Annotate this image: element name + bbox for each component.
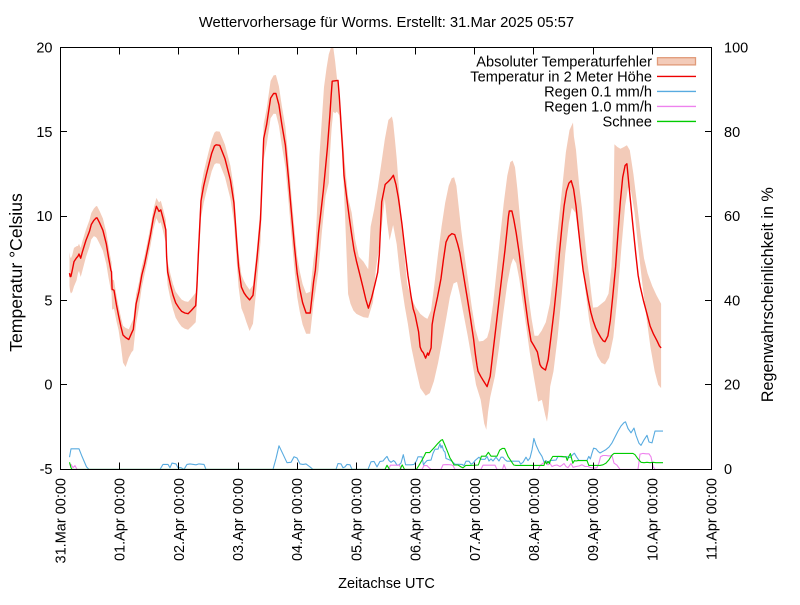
- svg-text:31.Mar 00:00: 31.Mar 00:00: [54, 478, 70, 563]
- svg-text:09.Apr 00:00: 09.Apr 00:00: [586, 478, 602, 561]
- svg-text:03.Apr 00:00: 03.Apr 00:00: [231, 478, 247, 561]
- svg-text:Temperatur in 2 Meter Höhe: Temperatur in 2 Meter Höhe: [470, 69, 652, 85]
- svg-text:0: 0: [44, 378, 52, 394]
- svg-text:Regenwahrscheinlichkeit in %: Regenwahrscheinlichkeit in %: [759, 187, 777, 402]
- svg-text:Wettervorhersage für Worms. Er: Wettervorhersage für Worms. Erstellt: 31…: [199, 15, 574, 31]
- svg-text:02.Apr 00:00: 02.Apr 00:00: [172, 478, 188, 561]
- svg-text:0: 0: [724, 462, 732, 478]
- svg-text:15: 15: [36, 125, 52, 141]
- svg-text:Absoluter Temperaturfehler: Absoluter Temperaturfehler: [476, 54, 652, 70]
- svg-text:08.Apr 00:00: 08.Apr 00:00: [527, 478, 543, 561]
- svg-text:01.Apr 00:00: 01.Apr 00:00: [113, 478, 129, 561]
- svg-text:Regen 0.1 mm/h: Regen 0.1 mm/h: [544, 84, 652, 100]
- svg-text:60: 60: [724, 209, 740, 225]
- svg-text:Regen 1.0 mm/h: Regen 1.0 mm/h: [544, 99, 652, 115]
- svg-text:20: 20: [36, 41, 52, 57]
- svg-text:10: 10: [36, 209, 52, 225]
- svg-text:11.Apr 00:00: 11.Apr 00:00: [705, 478, 721, 560]
- svg-text:Zeitachse UTC: Zeitachse UTC: [338, 576, 435, 592]
- svg-text:100: 100: [724, 41, 748, 57]
- svg-text:04.Apr 00:00: 04.Apr 00:00: [290, 478, 306, 561]
- svg-text:20: 20: [724, 378, 740, 394]
- svg-text:-5: -5: [40, 462, 53, 478]
- svg-text:05.Apr 00:00: 05.Apr 00:00: [349, 478, 365, 561]
- svg-text:Temperatur °Celsius: Temperatur °Celsius: [6, 193, 26, 352]
- svg-text:Schnee: Schnee: [603, 114, 653, 130]
- svg-text:06.Apr 00:00: 06.Apr 00:00: [409, 478, 425, 561]
- svg-text:40: 40: [724, 293, 740, 309]
- svg-text:10.Apr 00:00: 10.Apr 00:00: [645, 478, 661, 561]
- svg-text:5: 5: [44, 293, 52, 309]
- svg-text:80: 80: [724, 125, 740, 141]
- svg-text:07.Apr 00:00: 07.Apr 00:00: [468, 478, 484, 561]
